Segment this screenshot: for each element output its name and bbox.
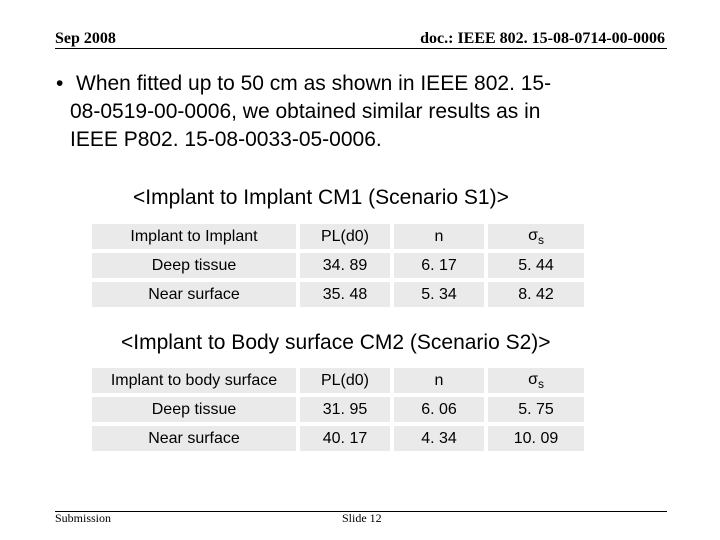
table-row: Deep tissue 34. 89 6. 17 5. 44: [92, 253, 584, 278]
header-doc-id: doc.: IEEE 802. 15-08-0714-00-0006: [420, 30, 665, 47]
table-header-cell: PL(d0): [300, 224, 390, 249]
table-header-row: Implant to Implant PL(d0) n σs: [92, 224, 584, 249]
table-cell: 40. 17: [300, 426, 390, 451]
table-header-cell-sigma: σs: [488, 224, 584, 249]
bullet-line-1: When fitted up to 50 cm as shown in IEEE…: [76, 72, 552, 95]
table-row: Near surface 40. 17 4. 34 10. 09: [92, 426, 584, 451]
table-cell: 5. 44: [488, 253, 584, 278]
table-cell: 5. 75: [488, 397, 584, 422]
table1-caption: <Implant to Implant CM1 (Scenario S1)>: [133, 186, 509, 209]
table-cell: Near surface: [92, 282, 296, 307]
table2-caption: <Implant to Body surface CM2 (Scenario S…: [121, 331, 551, 354]
bullet-paragraph: • When fitted up to 50 cm as shown in IE…: [56, 70, 656, 154]
table1: Implant to Implant PL(d0) n σs Deep tiss…: [88, 220, 588, 311]
table-header-cell: PL(d0): [300, 368, 390, 393]
table-row: Deep tissue 31. 95 6. 06 5. 75: [92, 397, 584, 422]
table-row: Near surface 35. 48 5. 34 8. 42: [92, 282, 584, 307]
table-cell: Deep tissue: [92, 397, 296, 422]
table-header-row: Implant to body surface PL(d0) n σs: [92, 368, 584, 393]
footer-submission: Submission: [55, 511, 112, 525]
table-cell: Near surface: [92, 426, 296, 451]
table-cell: 8. 42: [488, 282, 584, 307]
table-header-cell: n: [394, 224, 484, 249]
table-cell: 35. 48: [300, 282, 390, 307]
table-cell: 4. 34: [394, 426, 484, 451]
table-header-cell: Implant to body surface: [92, 368, 296, 393]
bullet-line-3: IEEE P802. 15-08-0033-05-0006.: [70, 128, 382, 151]
table-header-cell: Implant to Implant: [92, 224, 296, 249]
bullet-symbol: •: [56, 72, 64, 95]
footer-rule: [55, 511, 667, 512]
header-date: Sep 2008: [55, 30, 116, 47]
table-cell: Deep tissue: [92, 253, 296, 278]
table-cell: 6. 17: [394, 253, 484, 278]
sigma-symbol: σ: [528, 226, 538, 244]
table-cell: 10. 09: [488, 426, 584, 451]
table-cell: 6. 06: [394, 397, 484, 422]
header-rule: [55, 48, 667, 49]
bullet-line-2: 08-0519-00-0006, we obtained similar res…: [70, 100, 541, 123]
sigma-subscript: s: [537, 232, 544, 247]
table-cell: 34. 89: [300, 253, 390, 278]
table-cell: 31. 95: [300, 397, 390, 422]
sigma-subscript: s: [537, 376, 544, 391]
sigma-symbol: σ: [528, 370, 538, 388]
table-cell: 5. 34: [394, 282, 484, 307]
footer-slide-number: Slide 12: [342, 511, 382, 525]
table2: Implant to body surface PL(d0) n σs Deep…: [88, 364, 588, 455]
table-header-cell-sigma: σs: [488, 368, 584, 393]
table-header-cell: n: [394, 368, 484, 393]
